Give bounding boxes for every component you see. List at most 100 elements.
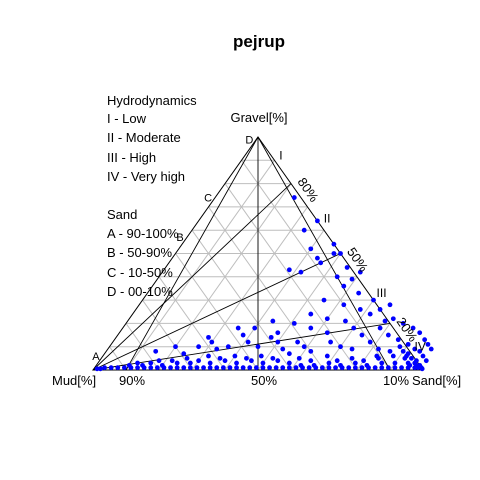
data-point [405, 351, 411, 357]
data-point [275, 358, 281, 364]
data-point [174, 360, 180, 366]
legend-hydro-item: IV - Very high [107, 169, 185, 184]
data-point [232, 353, 238, 359]
grid-line [257, 253, 341, 371]
data-point [295, 339, 300, 345]
pejrup-division-lines [92, 136, 391, 371]
data-point [328, 339, 333, 345]
data-point [235, 325, 241, 331]
data-point [346, 365, 352, 371]
legend-sand-item: D - 00-10% [107, 284, 173, 299]
data-point [399, 365, 404, 371]
base-tick-label: 90% [119, 373, 145, 388]
data-point [245, 339, 251, 345]
data-point [140, 362, 145, 368]
data-point [357, 269, 363, 275]
data-point [268, 334, 274, 340]
data-point [249, 358, 254, 364]
data-point [359, 365, 365, 371]
data-point [154, 365, 160, 371]
legend-sand-item: B - 50-90% [107, 245, 172, 260]
data-point [98, 366, 103, 372]
data-point [349, 355, 355, 361]
data-point [291, 195, 297, 200]
data-point [417, 348, 423, 354]
hydro-label: II [324, 212, 331, 226]
data-point [296, 355, 302, 361]
data-point [428, 346, 434, 352]
data-point [258, 353, 264, 359]
data-point [187, 360, 193, 366]
data-point [379, 360, 385, 366]
data-point [280, 346, 286, 352]
data-point [121, 365, 127, 371]
data-point [207, 365, 213, 371]
data-point [338, 251, 343, 256]
data-point [286, 267, 292, 273]
sand-line-label: C [204, 193, 212, 205]
data-point [148, 360, 154, 366]
data-point [400, 348, 406, 354]
data-point [308, 246, 314, 252]
data-point [286, 365, 292, 371]
data-point [194, 365, 200, 371]
chart-title: pejrup [233, 32, 285, 51]
data-point [387, 302, 393, 308]
data-point [240, 332, 246, 338]
gravel-tick-label: 50% [344, 245, 371, 275]
data-point [412, 346, 418, 352]
data-point [405, 341, 411, 347]
data-point [343, 318, 348, 324]
data-point [94, 366, 100, 372]
data-point [267, 365, 272, 371]
hydro-division-line [92, 322, 391, 371]
data-point [361, 358, 366, 364]
data-point [240, 365, 246, 371]
data-point [196, 358, 202, 364]
data-point [376, 346, 381, 352]
data-point [326, 365, 332, 371]
data-point [184, 355, 190, 361]
data-point [300, 365, 305, 371]
data-point [321, 297, 327, 303]
data-point [207, 360, 213, 366]
data-point [395, 337, 401, 343]
hydro-division-line [92, 183, 292, 371]
legend-sand-item: A - 90-100% [107, 226, 179, 241]
data-point [168, 365, 173, 371]
data-point [422, 337, 428, 343]
data-point [419, 366, 425, 372]
legend-hydro-item: III - High [107, 150, 156, 165]
data-point [220, 365, 226, 371]
data-point [385, 365, 391, 371]
data-point [187, 365, 193, 371]
data-point [273, 365, 279, 371]
data-point [247, 365, 253, 371]
base-tick-label: 10% [383, 373, 409, 388]
data-point [159, 362, 165, 368]
data-point [387, 348, 393, 354]
data-point [275, 330, 281, 336]
legend-sand-title: Sand [107, 207, 137, 222]
data-point [367, 311, 373, 317]
data-point [255, 344, 261, 350]
data-point [181, 351, 187, 357]
data-point [405, 365, 411, 371]
data-point [420, 353, 426, 359]
data-point [349, 346, 355, 352]
data-point [308, 348, 314, 354]
data-point [280, 365, 286, 371]
data-point [206, 334, 211, 340]
corner-label-top: Gravel[%] [230, 110, 287, 125]
data-point [377, 325, 383, 331]
data-point [206, 353, 211, 359]
data-point [135, 360, 140, 366]
data-point [293, 365, 299, 371]
data-point [270, 318, 276, 324]
data-point [390, 353, 396, 359]
data-point [409, 355, 414, 361]
data-point [108, 365, 114, 371]
data-point [367, 339, 373, 345]
data-point [377, 307, 383, 312]
